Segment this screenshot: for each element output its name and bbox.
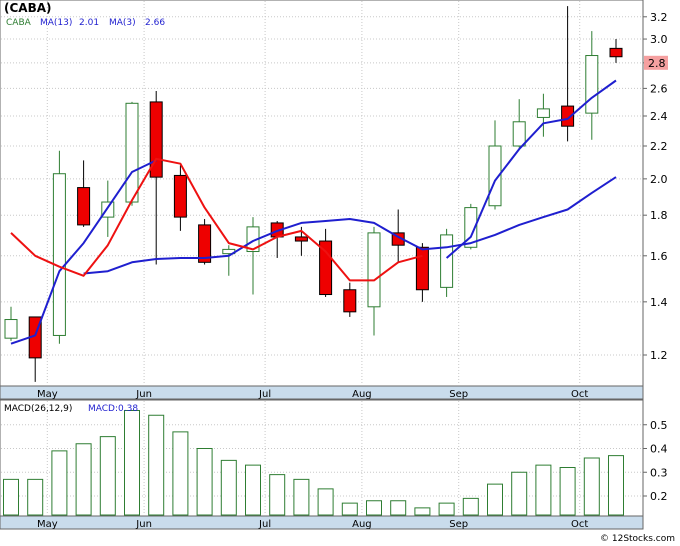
price-y-tick-label: 1.8 (650, 209, 668, 222)
candle-up (536, 108, 550, 118)
macd-grid (1, 401, 642, 515)
price-y-axis: 1.2 1.4 1.6 1.8 2.0 2.2 2.4 2.6 2.8 3.0 3.2 (643, 11, 668, 362)
macd-x-tick-label: Jul (258, 519, 271, 530)
macd-bar (511, 471, 528, 516)
price-grid (1, 1, 642, 385)
price-y-tick-label: 2.0 (650, 173, 668, 186)
macd-y-axis: 0.2 0.3 0.4 0.5 (643, 419, 668, 503)
price-y-tick-label: 3.2 (650, 11, 668, 24)
macd-bar (390, 500, 407, 516)
legend-caba: CABA (6, 18, 32, 28)
price-y-tick-label: 1.6 (650, 250, 668, 263)
macd-y-tick-label: 0.2 (650, 490, 668, 503)
macd-x-tick-label: Oct (571, 519, 588, 530)
macd-x-axis: May Jun Jul Aug Sep Oct (37, 519, 588, 530)
macd-bar (3, 478, 19, 516)
ma3-line (445, 79, 617, 259)
candle-up (52, 173, 66, 336)
macd-y-tick-label: 0.4 (650, 443, 668, 456)
candle-down (415, 246, 429, 291)
macd-bar (124, 410, 140, 516)
legend-ma13-value: 2.01 (79, 18, 99, 28)
ma3-line (10, 157, 423, 282)
macd-bar (535, 464, 552, 516)
ma13-line (10, 159, 157, 345)
candle-down (173, 174, 187, 218)
macd-bar (414, 507, 431, 516)
macd-bar (245, 464, 261, 516)
price-panel (0, 0, 644, 387)
macd-x-tick-label: Sep (449, 519, 468, 530)
legend-ma13-label: MA(13) (40, 18, 72, 28)
price-x-tick-label: Jul (258, 389, 271, 400)
macd-y-tick-label: 0.5 (650, 419, 668, 432)
price-x-tick-label: Oct (571, 389, 588, 400)
last-price-badge (644, 55, 668, 70)
macd-bar (269, 474, 286, 516)
candle-up (585, 55, 599, 114)
candle-down (609, 47, 623, 58)
macd-x-tick-label: Aug (352, 519, 372, 530)
price-y-tick-label: 2.2 (650, 140, 668, 153)
price-x-axis: May Jun Jul Aug Sep Oct (37, 389, 588, 400)
macd-bar (341, 502, 358, 516)
macd-bar (172, 431, 189, 516)
moving-average-lines (10, 79, 617, 345)
macd-bar (317, 488, 334, 516)
legend-ma3-value: 2.66 (145, 18, 165, 28)
price-x-tick-label: Jun (135, 389, 152, 400)
price-y-tick-label: 1.2 (650, 349, 668, 362)
price-y-tick-label: 1.4 (650, 296, 668, 309)
macd-bar (27, 478, 44, 516)
price-y-tick-label: 2.6 (650, 82, 668, 95)
macd-title: MACD(26,12,9) (4, 404, 72, 414)
macd-bar (438, 502, 455, 516)
macd-bar (196, 448, 213, 516)
candle-up (440, 234, 454, 288)
macd-bar (608, 455, 624, 516)
price-y-tick-label: 2.4 (650, 110, 668, 123)
macd-bar (293, 478, 310, 516)
ma13-line (83, 176, 617, 275)
candle-down (343, 289, 357, 313)
macd-x-tick-label: Jun (135, 519, 152, 530)
price-x-tick-label: May (37, 389, 58, 400)
candle-down (294, 236, 308, 242)
price-y-tick-label: 3.0 (650, 33, 668, 46)
macd-x-axis-band (0, 515, 644, 530)
macd-bar (75, 443, 92, 516)
macd-bar (148, 414, 165, 516)
candle-down (198, 224, 212, 263)
macd-histogram (3, 410, 624, 516)
macd-x-tick-label: May (37, 519, 58, 530)
last-price-label: 2.8 (648, 57, 666, 70)
candle-down (149, 101, 163, 178)
macd-value: MACD:0.38 (88, 404, 138, 414)
macd-bar (583, 457, 600, 516)
chart-title: (CABA) (4, 1, 52, 15)
macd-y-tick-label: 0.3 (650, 466, 668, 479)
candle-up (125, 102, 139, 203)
price-x-tick-label: Sep (449, 389, 468, 400)
macd-bar (51, 450, 68, 516)
candle-down (561, 105, 575, 127)
candle-up (488, 145, 502, 207)
price-x-tick-label: Aug (352, 389, 372, 400)
macd-bar (462, 497, 479, 516)
price-x-axis-band (0, 385, 644, 400)
candle-down (77, 187, 91, 226)
macd-bar (366, 500, 382, 516)
candle-up (512, 121, 526, 147)
macd-bar (487, 483, 503, 516)
candle-up (367, 232, 381, 308)
macd-bar (99, 436, 116, 516)
candle-up (464, 207, 478, 248)
legend-ma3-label: MA(3) (109, 18, 136, 28)
macd-bar (220, 459, 237, 516)
candle-up (4, 319, 18, 339)
macd-bar (559, 467, 576, 516)
copyright-footer: © 12Stocks.com (600, 534, 675, 544)
